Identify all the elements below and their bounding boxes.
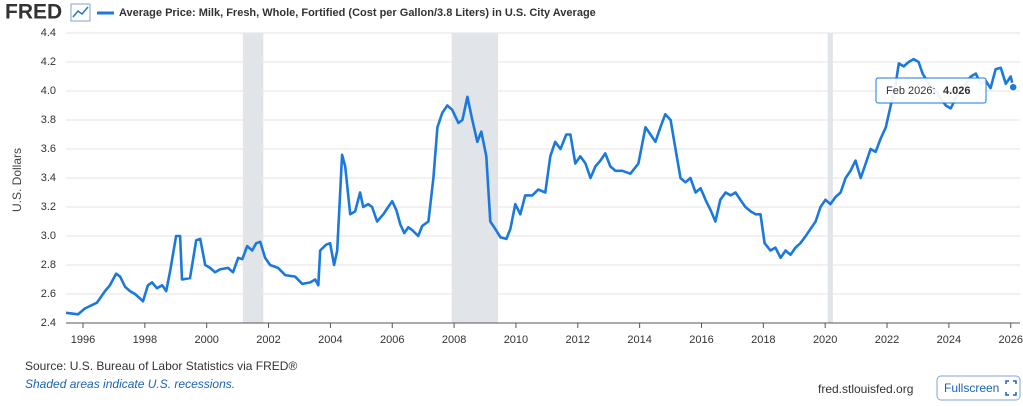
line-series: [65, 57, 1015, 316]
y-tick-label: 4.4: [41, 27, 56, 39]
fullscreen-label[interactable]: Fullscreen: [944, 381, 999, 395]
tooltip: Feb 2026: 4.026: [875, 77, 987, 104]
y-tick-label: 3.4: [41, 172, 56, 184]
y-tick-label: 3.0: [41, 230, 56, 242]
y-tick-label: 4.2: [41, 56, 56, 68]
x-tick-label: 2016: [689, 334, 713, 346]
x-tick-label: 2018: [751, 334, 775, 346]
x-tick-label: 2014: [627, 334, 651, 346]
tooltip-value: 4.026: [943, 85, 971, 97]
x-tick-label: 2022: [875, 334, 899, 346]
x-tick-label: 2026: [998, 334, 1022, 346]
x-tick-label: 2008: [442, 334, 466, 346]
fullscreen-button[interactable]: Fullscreen: [936, 375, 1021, 401]
logo: FRED: [5, 1, 62, 24]
x-tick-label: 1996: [71, 334, 95, 346]
recession-note: Shaded areas indicate U.S. recessions.: [25, 377, 235, 391]
source: Source: U.S. Bureau of Labor Statistics …: [25, 359, 297, 373]
hover-marker: [1008, 82, 1018, 92]
y-tick-label: 2.4: [41, 317, 56, 329]
y-axis-title: U.S. Dollars: [10, 148, 24, 212]
x-tick-label: 1998: [133, 334, 157, 346]
logo-icon: [70, 3, 91, 22]
tooltip-label: Feb 2026:: [886, 85, 936, 97]
x-tick-label: 2020: [813, 334, 837, 346]
y-tick-label: 2.6: [41, 288, 56, 300]
x-tick-label: 2024: [937, 334, 961, 346]
x-tick-label: 2010: [504, 334, 528, 346]
x-tick-label: 2002: [256, 334, 280, 346]
y-tick-label: 3.2: [41, 201, 56, 213]
x-tick-label: 2004: [318, 334, 342, 346]
y-tick-label: 4.0: [41, 85, 56, 97]
legend-label: Average Price: Milk, Fresh, Whole, Forti…: [119, 7, 596, 19]
fullscreen-box[interactable]: [936, 375, 1021, 401]
plot-area: 2.4 2.6 2.8 3.0 3.2 3.4 3.6 3.8 4.0 4.2 4.4 1996 199…: [41, 27, 1023, 346]
y-tick-label: 3.6: [41, 143, 56, 155]
tooltip-box: [875, 77, 987, 104]
site-link[interactable]: fred.stlouisfed.org: [818, 382, 913, 396]
fullscreen-icon[interactable]: [1005, 380, 1017, 396]
x-tick-label: 2012: [566, 334, 590, 346]
x-tick-label: 2006: [380, 334, 404, 346]
x-tick-label: 2000: [194, 334, 218, 346]
y-tick-label: 2.8: [41, 259, 56, 271]
y-tick-label: 3.8: [41, 114, 56, 126]
